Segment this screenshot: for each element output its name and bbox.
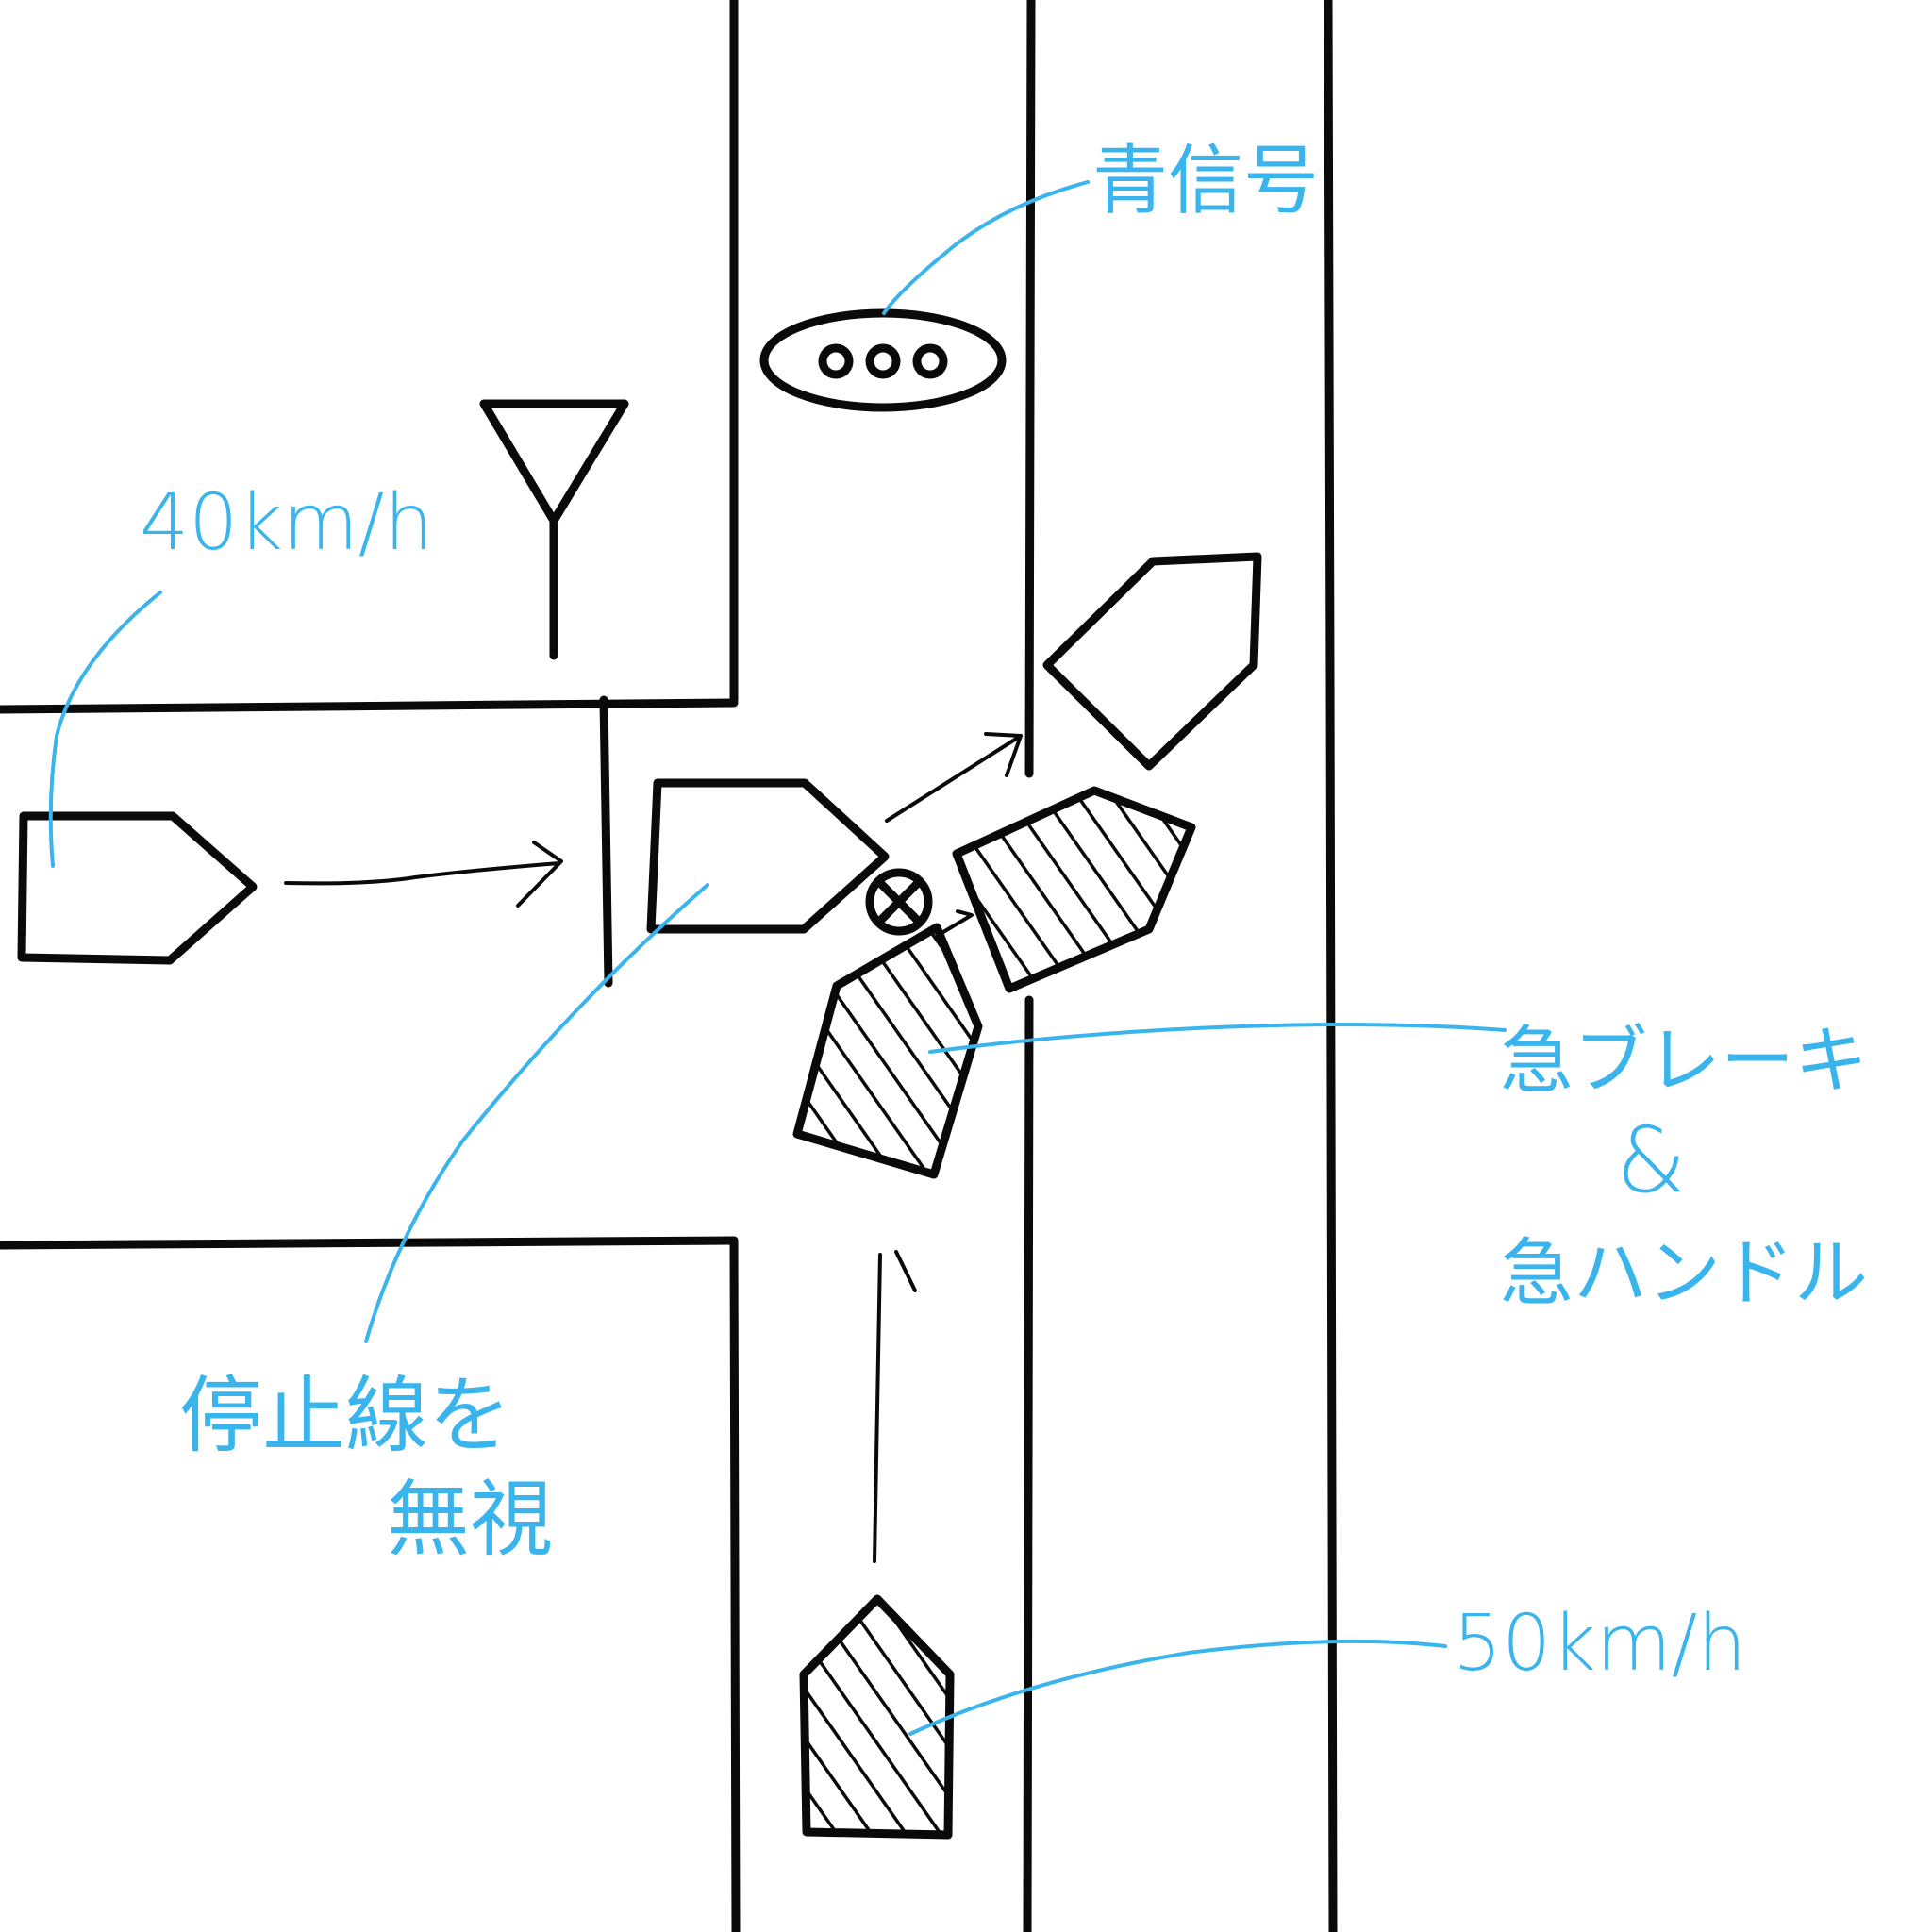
- green-signal-label: 青信号: [1092, 137, 1319, 225]
- leader-speed-bottom: [908, 1639, 1447, 1736]
- left-car-after: [1042, 552, 1262, 771]
- road-edge-right: [1324, 0, 1338, 1932]
- leader-speed-left: [48, 591, 162, 868]
- hatched-car-final: [952, 786, 1196, 993]
- stop-line-label-2: 無視: [387, 1471, 554, 1568]
- leader-stop-line: [364, 883, 709, 1343]
- center-line-upper: [1024, 0, 1036, 778]
- arrow-left-car-1-head: [516, 841, 563, 908]
- road-edges: [0, 0, 1338, 1932]
- arrow-hatched-car-2: [941, 909, 974, 934]
- collision-mark-icon: [865, 868, 933, 936]
- movement-arrows: [284, 732, 1023, 1563]
- arrow-hatched-car-1: [873, 1253, 882, 1563]
- sudden-brake-label: 急ブレーキ: [1500, 1019, 1869, 1104]
- and-symbol: &: [1615, 1108, 1687, 1213]
- traffic-light-icon: [759, 308, 1007, 412]
- stop-line-label-1: 停止線を: [179, 1367, 512, 1464]
- annotation-lines: [48, 180, 1507, 1736]
- left-car-intersection: [646, 778, 890, 934]
- arrow-hatched-car-1-head: [894, 1250, 917, 1292]
- road-edge-lower-left-vertical: [729, 1236, 741, 1932]
- center-line-lower: [1023, 995, 1034, 1932]
- sudden-steer-label: 急ハンドル: [1500, 1231, 1869, 1316]
- arrow-left-car-2: [885, 734, 1023, 823]
- speed-bottom-label: 50km/h: [1453, 1599, 1747, 1689]
- left-car-start: [17, 811, 258, 965]
- arrow-left-car-2-head: [984, 732, 1023, 777]
- leader-green-signal: [882, 180, 1090, 315]
- hatched-car-swerve: [792, 923, 983, 1179]
- leader-sudden-brake: [928, 1022, 1507, 1054]
- arrow-left-car-1: [284, 861, 561, 886]
- speed-left-label: 40km/h: [140, 478, 434, 568]
- road-edge-lower-horizontal: [0, 1236, 739, 1250]
- road-edge-upper-horizontal: [0, 698, 739, 714]
- hatched-car-start: [799, 1594, 955, 1840]
- stop-sign-icon: [479, 399, 629, 660]
- stop-line: [599, 695, 613, 988]
